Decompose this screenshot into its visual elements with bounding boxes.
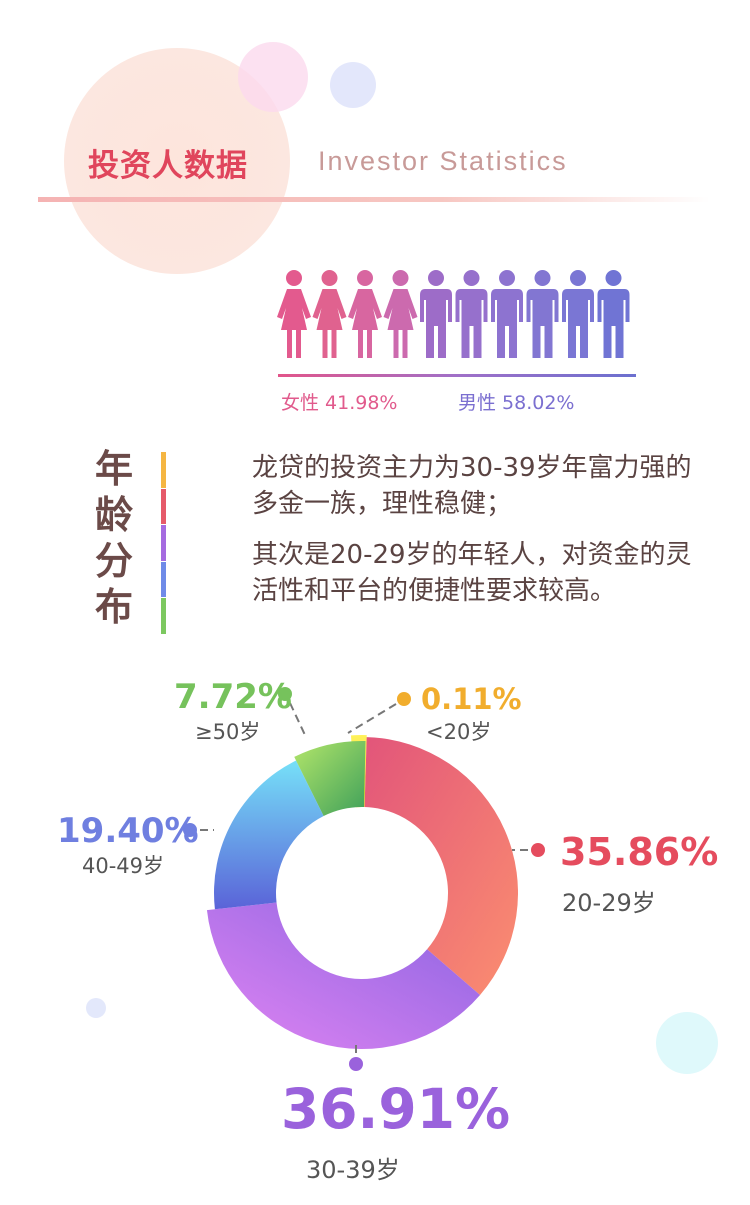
slice-label-pct: 35.86%	[560, 830, 719, 874]
slice-label-pct: 19.40%	[57, 811, 199, 851]
slice-label-age: <20岁	[426, 720, 492, 744]
color-bar-segment	[161, 561, 166, 597]
gender-divider-line	[278, 374, 636, 377]
gender-icons	[277, 270, 630, 358]
donut-slice	[294, 741, 366, 817]
page-subtitle-english: Investor Statistics	[318, 146, 568, 176]
female-person-icon	[383, 270, 418, 358]
female-person-icon	[277, 270, 311, 358]
donut-slice	[214, 760, 324, 910]
female-person-icon	[312, 270, 347, 358]
color-bar-segment	[161, 525, 166, 561]
leader-dot	[397, 692, 411, 706]
donut-slice	[364, 737, 518, 995]
male-person-icon	[526, 270, 559, 358]
male-person-icon	[562, 270, 594, 358]
slice-label-age: 40-49岁	[82, 854, 165, 878]
age-donut-chart	[183, 687, 545, 1071]
slice-label-age: 30-39岁	[306, 1156, 400, 1184]
age-paragraph-2: 其次是20-29岁的年轻人，对资金的灵活性和平台的便捷性要求较高。	[252, 540, 692, 606]
leader-line	[347, 703, 397, 734]
male-person-icon	[455, 270, 488, 358]
leader-dot	[278, 687, 292, 701]
color-bar-segment	[161, 452, 166, 488]
leader-dot	[349, 1057, 363, 1071]
slice-label-age: 20-29岁	[562, 889, 656, 917]
leader-dot	[531, 843, 545, 857]
slice-label-pct: 7.72%	[174, 677, 292, 717]
heading-char: 布	[94, 585, 133, 629]
title-underline	[38, 197, 710, 202]
heading-char: 年	[94, 447, 133, 491]
age-paragraph-1: 龙贷的投资主力为30-39岁年富力强的多金一族，理性稳健；	[252, 453, 692, 519]
heading-char: 分	[94, 539, 133, 583]
age-distribution-heading: 年 龄 分 布	[84, 446, 144, 630]
heading-char: 龄	[94, 493, 133, 537]
female-percentage: 女性 41.98%	[281, 392, 398, 414]
donut-slice	[206, 902, 481, 1049]
leader-dot	[183, 823, 197, 837]
slice-label-age: ≥50岁	[195, 720, 261, 744]
page-title: 投资人数据	[88, 148, 248, 184]
male-person-icon	[491, 270, 523, 358]
decor-circle-blue	[330, 62, 376, 108]
decor-circle-cyan	[656, 1012, 718, 1074]
slice-label-pct: 0.11%	[421, 682, 522, 716]
color-bar-segment	[161, 488, 166, 524]
decor-circle-pink	[238, 42, 308, 112]
slice-label-pct: 36.91%	[281, 1077, 511, 1141]
color-bar-segment	[161, 598, 166, 634]
male-percentage: 男性 58.02%	[458, 392, 575, 414]
male-person-icon	[597, 270, 630, 358]
female-person-icon	[348, 270, 382, 358]
male-person-icon	[420, 270, 452, 358]
decor-circle-small-blue	[86, 998, 106, 1018]
leader-line	[289, 702, 306, 736]
